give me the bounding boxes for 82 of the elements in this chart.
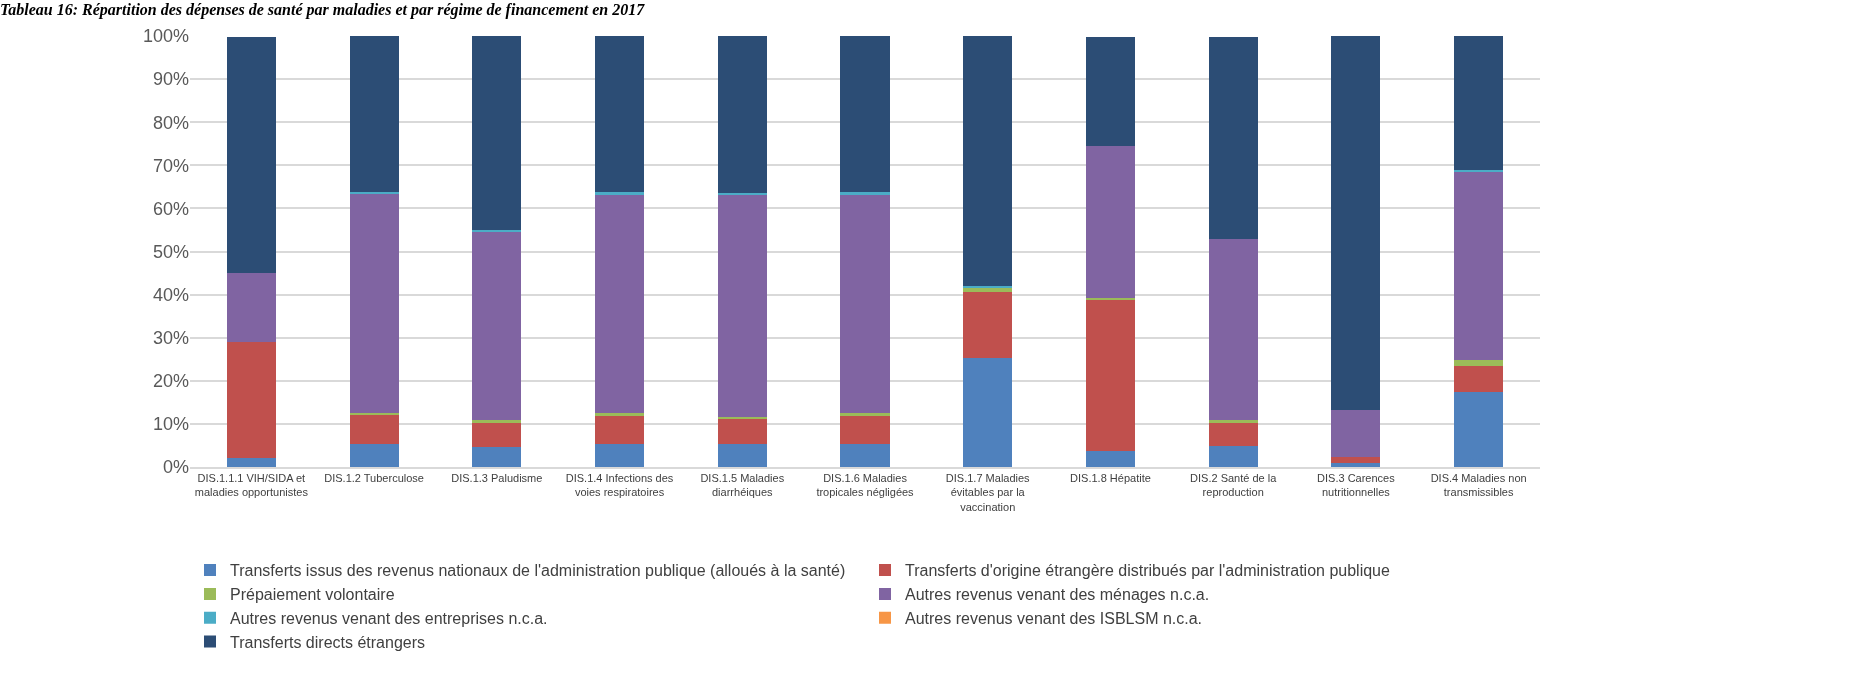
bar	[1208, 239, 1258, 421]
x-tick-label: DIS.1.7 Maladies évitables par la vaccination	[945, 471, 1031, 513]
y-tick-label: 90%	[152, 69, 189, 90]
y-tick-label: 100%	[142, 26, 189, 47]
bar	[1331, 462, 1381, 467]
bar	[1454, 36, 1504, 171]
x-tick-label: DIS.3 Carences nutritionnelles	[1317, 471, 1396, 499]
bar	[595, 413, 645, 417]
x-tick-label: DIS.1.4 Infections des voies respiratoires	[565, 471, 674, 499]
bar	[226, 273, 276, 342]
legend-label: Transferts issus des revenus nationaux de l'administration publique (alloués à la santé)	[230, 562, 846, 580]
x-tick-label: DIS.1.3 Paludisme	[451, 471, 543, 484]
x-tick-label: DIS.1.2 Tuberculose	[324, 471, 424, 484]
x-tick-label: DIS.4 Maladies non transmissibles	[1430, 471, 1527, 499]
bar	[595, 192, 645, 195]
bar	[1085, 299, 1135, 452]
legend-label: Autres revenus venant des ISBLSM n.c.a.	[905, 609, 1203, 627]
bar	[472, 36, 522, 230]
legend-label: Autres revenus venant des ménages n.c.a.	[905, 586, 1210, 604]
bar	[472, 423, 522, 447]
bar	[1208, 446, 1258, 467]
bar	[595, 194, 645, 414]
bar	[1085, 145, 1135, 299]
bar	[717, 444, 767, 467]
chart-title: Tableau 16: Répartition des dépenses de santé par maladies et par régime de financement en 2017	[0, 0, 646, 19]
bar	[349, 444, 399, 467]
bar	[1331, 457, 1381, 463]
bar	[226, 457, 276, 467]
y-tick-label: 70%	[152, 155, 189, 176]
bar	[1331, 410, 1381, 458]
bar	[349, 415, 399, 445]
bar	[595, 416, 645, 445]
bar	[1208, 423, 1258, 447]
bar	[349, 193, 399, 413]
bar	[717, 417, 767, 420]
y-tick-label: 80%	[152, 112, 189, 133]
bar	[963, 357, 1013, 467]
bar	[595, 36, 645, 193]
bar	[1085, 451, 1135, 467]
bar	[717, 419, 767, 445]
bar	[1208, 37, 1258, 239]
x-tick-label: DIS.1.1.1 VIH/SIDA et maladies opportunistes	[194, 471, 309, 499]
bar	[226, 341, 276, 458]
bar	[840, 192, 890, 195]
bar	[1085, 37, 1135, 146]
bar	[472, 231, 522, 421]
x-tick-label: DIS.1.8 Hépatite	[1070, 471, 1151, 484]
y-tick-label: 10%	[152, 414, 189, 435]
bar	[1331, 36, 1381, 411]
bar	[963, 287, 1013, 292]
bar	[1454, 360, 1504, 367]
bar	[1454, 171, 1504, 361]
bar	[226, 37, 276, 274]
bar	[840, 194, 890, 414]
y-tick-label: 20%	[152, 371, 189, 392]
bar	[472, 420, 522, 424]
bar	[472, 446, 522, 467]
bar	[1454, 366, 1504, 392]
y-tick-label: 0%	[162, 457, 189, 478]
legend-label: Transferts directs étrangers	[230, 633, 426, 651]
legend-label: Prépaiement volontaire	[230, 586, 395, 604]
bar	[1208, 420, 1258, 424]
bar	[840, 413, 890, 417]
bar	[717, 36, 767, 194]
bar	[717, 194, 767, 417]
bar	[595, 444, 645, 467]
y-tick-label: 30%	[152, 328, 189, 348]
x-tick-label: DIS.2 Santé de la reproduction	[1190, 471, 1278, 499]
bar	[963, 36, 1013, 287]
bar	[840, 36, 890, 193]
y-tick-label: 60%	[152, 198, 189, 219]
legend-label: Autres revenus venant des entreprises n.c.a.	[230, 609, 548, 627]
x-tick-label: DIS.1.5 Maladies diarrhéiques	[700, 471, 785, 499]
legend-label: Transferts d'origine étrangère distribués par l'administration publique	[905, 562, 1390, 580]
y-tick-label: 50%	[152, 241, 189, 262]
bar	[1454, 391, 1504, 467]
bar	[840, 444, 890, 467]
y-tick-label: 40%	[152, 284, 189, 305]
bar	[840, 416, 890, 445]
x-tick-label: DIS.1.6 Maladies tropicales négligées	[816, 471, 915, 499]
bar	[349, 36, 399, 192]
bar	[963, 291, 1013, 358]
